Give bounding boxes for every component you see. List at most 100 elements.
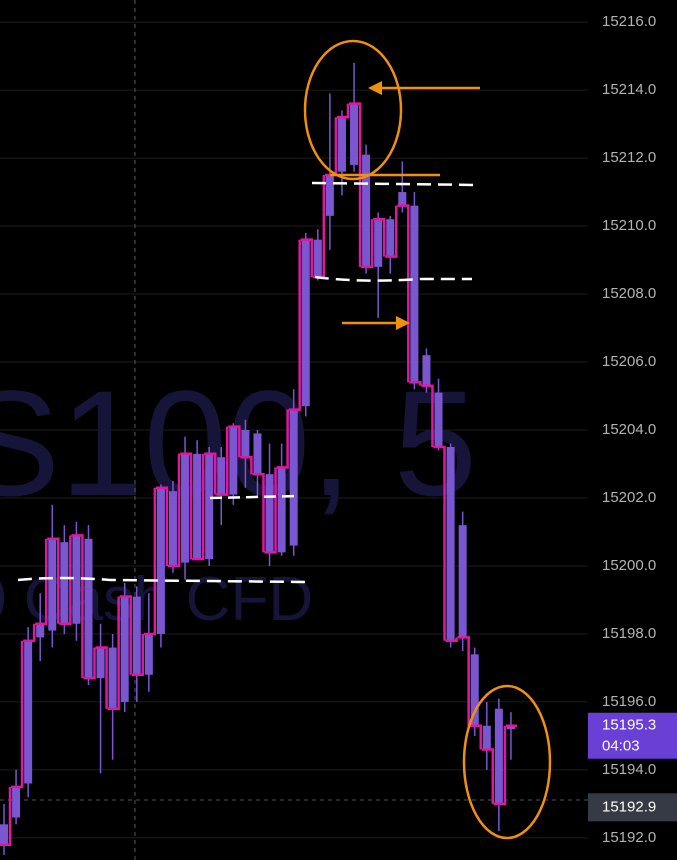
candle-body: [181, 453, 190, 563]
candle-body: [494, 708, 503, 804]
candle-body: [120, 596, 129, 702]
close-step: [131, 633, 145, 676]
candle-body: [253, 433, 262, 475]
price-axis: 15192.0 15194.0 15196.0 15198.0 15200.0 15202…: [588, 13, 677, 846]
candle-body: [386, 219, 395, 257]
candle-body: [422, 355, 431, 386]
close-step: [240, 455, 253, 475]
y-tick-label: 15212.0: [602, 149, 656, 166]
close-step: [445, 637, 458, 643]
candle-body: [374, 219, 383, 267]
candle-body: [325, 175, 334, 216]
highlight-ellipse: [303, 39, 403, 181]
close-step: [107, 596, 120, 710]
candle-body: [506, 725, 515, 730]
annotations: [17, 39, 552, 840]
candle-body: [36, 623, 45, 638]
y-tick-label: 15202.0: [602, 489, 656, 506]
close-step: [180, 452, 193, 560]
close-step: [493, 725, 507, 806]
countdown-label: 04:03: [602, 738, 640, 755]
close-step: [336, 103, 350, 119]
candle-body: [277, 467, 286, 553]
close-step: [457, 636, 470, 726]
candle-body: [168, 491, 177, 566]
y-tick-label: 15200.0: [602, 557, 656, 574]
candle-body: [12, 786, 21, 818]
candle-body: [241, 430, 250, 458]
candle-body: [434, 392, 443, 447]
close-step: [35, 538, 48, 626]
close-step: [421, 384, 434, 447]
candle-body: [84, 538, 93, 679]
resistance-line: [314, 275, 472, 282]
candle-body: [398, 192, 407, 206]
candle-body: [470, 654, 479, 726]
candle-body: [217, 457, 226, 495]
crosshair-price-box: [588, 793, 677, 822]
y-tick-label: 15210.0: [602, 217, 656, 234]
candle-body: [132, 596, 141, 675]
candle-body: [410, 205, 419, 383]
close-step: [469, 724, 482, 750]
close-step: [167, 453, 181, 568]
last-price-label: 15195.3: [602, 717, 656, 734]
last-price-box: [588, 712, 677, 759]
y-tick-label: 15196.0: [602, 693, 656, 710]
support-line: [209, 494, 301, 500]
close-step: [300, 238, 313, 278]
arrow-head: [396, 316, 410, 330]
close-step: [349, 102, 362, 267]
candle-body: [289, 409, 298, 546]
support-line: [17, 576, 306, 584]
close-step: [83, 647, 96, 680]
close-step: [361, 219, 374, 269]
candle-body: [205, 453, 214, 560]
close-step: [23, 623, 36, 643]
candle-body: [301, 239, 310, 407]
close-step: [252, 472, 265, 553]
close-step: [216, 426, 229, 496]
close-step: [204, 452, 217, 495]
close-step: [95, 646, 108, 709]
crosshair-price-label: 15192.9: [602, 798, 656, 815]
close-step: [433, 445, 446, 641]
candle-body: [265, 474, 274, 553]
y-tick-label: 15192.0: [602, 829, 656, 846]
close-step: [143, 487, 157, 636]
candle-body: [313, 239, 322, 278]
close-step: [288, 239, 301, 411]
close-step: [71, 534, 84, 679]
y-tick-label: 15194.0: [602, 761, 656, 778]
y-tick-label: 15204.0: [602, 421, 656, 438]
close-step: [11, 640, 24, 789]
candle-body: [0, 824, 8, 845]
resistance-line: [311, 181, 479, 187]
candle-body: [144, 633, 153, 675]
candle-body: [229, 426, 238, 495]
y-tick-label: 15208.0: [602, 285, 656, 302]
y-tick-label: 15216.0: [602, 13, 656, 30]
close-step: [409, 381, 422, 386]
candle-body: [337, 117, 346, 172]
y-tick-label: 15214.0: [602, 81, 656, 98]
candle-body: [458, 525, 467, 638]
candle-body: [72, 535, 81, 624]
close-step: [155, 486, 169, 566]
candle-body: [108, 647, 117, 709]
y-tick-label: 15198.0: [602, 625, 656, 642]
candle-body: [48, 538, 57, 631]
close-step: [119, 595, 132, 675]
close-step: [373, 217, 386, 257]
candle-body: [362, 154, 371, 267]
close-step: [0, 786, 12, 846]
candle-body: [446, 446, 455, 641]
candle-body: [350, 103, 359, 165]
close-step: [47, 537, 60, 624]
close-step: [192, 453, 205, 561]
candle-body: [60, 542, 69, 624]
close-step: [59, 535, 72, 626]
candle-body: [193, 453, 202, 560]
